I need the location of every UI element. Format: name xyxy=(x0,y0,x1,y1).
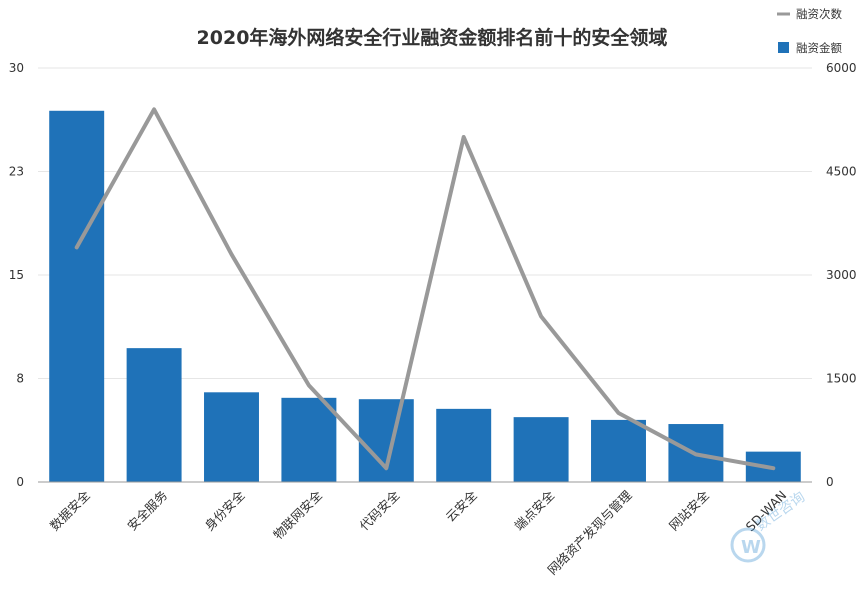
y-left-tick-label: 30 xyxy=(9,61,24,75)
x-tick-label: 云安全 xyxy=(443,487,480,524)
x-tick-label: 代码安全 xyxy=(356,487,402,533)
line-layer xyxy=(74,107,776,471)
y-right-tick-label: 3000 xyxy=(826,268,857,282)
legend-bar-label: 融资金额 xyxy=(796,41,842,55)
bar xyxy=(591,419,646,482)
y-right-tick-label: 6000 xyxy=(826,61,857,75)
x-tick-label: 物联网安全 xyxy=(270,487,325,542)
legend: 融资次数 融资金额 xyxy=(777,7,842,55)
bar xyxy=(436,408,492,482)
x-tick-label: 身份安全 xyxy=(202,487,248,533)
y-left-tick-label: 15 xyxy=(9,268,24,282)
x-tick-label: 网络资产发现与管理 xyxy=(544,487,635,578)
x-tick-label: 网站安全 xyxy=(666,487,712,533)
y-left-tick-label: 0 xyxy=(16,475,24,489)
line-point xyxy=(463,136,465,138)
bars-layer xyxy=(49,110,801,482)
y-left-tick-label: 8 xyxy=(16,372,24,386)
y-right-tick-label: 0 xyxy=(826,475,834,489)
line-point xyxy=(618,412,619,414)
y-right-tick-label: 4500 xyxy=(826,165,857,179)
legend-line-label: 融资次数 xyxy=(796,7,842,21)
line-point xyxy=(385,467,387,469)
line-point xyxy=(772,467,774,469)
line-point xyxy=(231,253,232,255)
bar xyxy=(281,397,337,482)
bar xyxy=(49,110,105,482)
chart-title: 2020年海外网络安全行业融资金额排名前十的安全领域 xyxy=(197,26,668,49)
line-point xyxy=(695,453,697,455)
bar xyxy=(126,348,182,482)
line-series xyxy=(74,107,776,471)
x-tick-label: 数据安全 xyxy=(47,487,93,533)
x-tick-label: 安全服务 xyxy=(124,488,170,534)
line-point xyxy=(76,246,78,248)
bar xyxy=(204,392,259,482)
line-point xyxy=(153,108,155,110)
line-point xyxy=(540,315,542,317)
line-point xyxy=(308,384,310,386)
y-right-tick-label: 1500 xyxy=(826,372,857,386)
y-left-tick-label: 23 xyxy=(9,165,24,179)
x-tick-label: 端点安全 xyxy=(511,487,557,533)
legend-bar-swatch xyxy=(778,42,789,53)
bar xyxy=(513,417,569,482)
svg-text:W: W xyxy=(741,537,761,558)
